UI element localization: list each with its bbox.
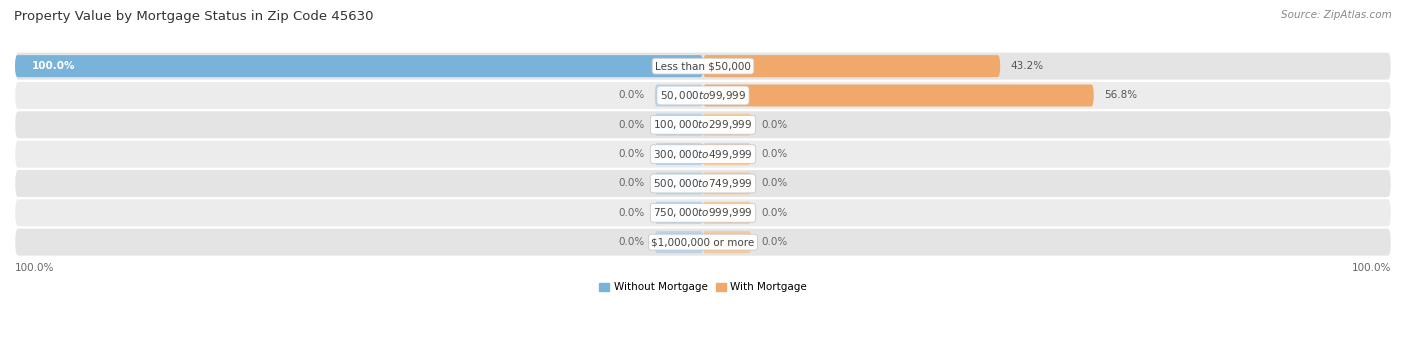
Text: 56.8%: 56.8%: [1104, 90, 1137, 101]
FancyBboxPatch shape: [655, 172, 703, 194]
FancyBboxPatch shape: [655, 114, 703, 136]
FancyBboxPatch shape: [15, 53, 1391, 80]
Text: 43.2%: 43.2%: [1011, 61, 1043, 71]
FancyBboxPatch shape: [703, 114, 751, 136]
FancyBboxPatch shape: [15, 111, 1391, 138]
FancyBboxPatch shape: [655, 202, 703, 224]
FancyBboxPatch shape: [703, 231, 751, 253]
Text: 0.0%: 0.0%: [619, 208, 644, 218]
Text: 0.0%: 0.0%: [762, 237, 787, 247]
FancyBboxPatch shape: [703, 202, 751, 224]
Text: $100,000 to $299,999: $100,000 to $299,999: [654, 118, 752, 131]
Text: Property Value by Mortgage Status in Zip Code 45630: Property Value by Mortgage Status in Zip…: [14, 10, 374, 23]
FancyBboxPatch shape: [703, 172, 751, 194]
FancyBboxPatch shape: [703, 55, 1000, 77]
Text: 0.0%: 0.0%: [619, 90, 644, 101]
Text: 0.0%: 0.0%: [619, 149, 644, 159]
Text: 0.0%: 0.0%: [762, 208, 787, 218]
FancyBboxPatch shape: [15, 199, 1391, 226]
FancyBboxPatch shape: [655, 84, 703, 106]
Text: 0.0%: 0.0%: [762, 120, 787, 130]
FancyBboxPatch shape: [703, 84, 1094, 106]
Text: $300,000 to $499,999: $300,000 to $499,999: [654, 148, 752, 160]
FancyBboxPatch shape: [703, 143, 751, 165]
Text: $500,000 to $749,999: $500,000 to $749,999: [654, 177, 752, 190]
Text: 0.0%: 0.0%: [619, 237, 644, 247]
Text: 100.0%: 100.0%: [32, 61, 76, 71]
Text: $1,000,000 or more: $1,000,000 or more: [651, 237, 755, 247]
Text: Source: ZipAtlas.com: Source: ZipAtlas.com: [1281, 10, 1392, 20]
FancyBboxPatch shape: [15, 141, 1391, 168]
FancyBboxPatch shape: [15, 229, 1391, 256]
Text: $50,000 to $99,999: $50,000 to $99,999: [659, 89, 747, 102]
Text: 0.0%: 0.0%: [619, 178, 644, 188]
Text: 100.0%: 100.0%: [15, 263, 55, 273]
FancyBboxPatch shape: [655, 231, 703, 253]
Text: 100.0%: 100.0%: [1351, 263, 1391, 273]
FancyBboxPatch shape: [15, 82, 1391, 109]
FancyBboxPatch shape: [15, 55, 703, 77]
FancyBboxPatch shape: [655, 143, 703, 165]
Text: 0.0%: 0.0%: [762, 149, 787, 159]
Text: Less than $50,000: Less than $50,000: [655, 61, 751, 71]
FancyBboxPatch shape: [15, 170, 1391, 197]
Legend: Without Mortgage, With Mortgage: Without Mortgage, With Mortgage: [595, 278, 811, 296]
Text: $750,000 to $999,999: $750,000 to $999,999: [654, 206, 752, 219]
Text: 0.0%: 0.0%: [762, 178, 787, 188]
Text: 0.0%: 0.0%: [619, 120, 644, 130]
